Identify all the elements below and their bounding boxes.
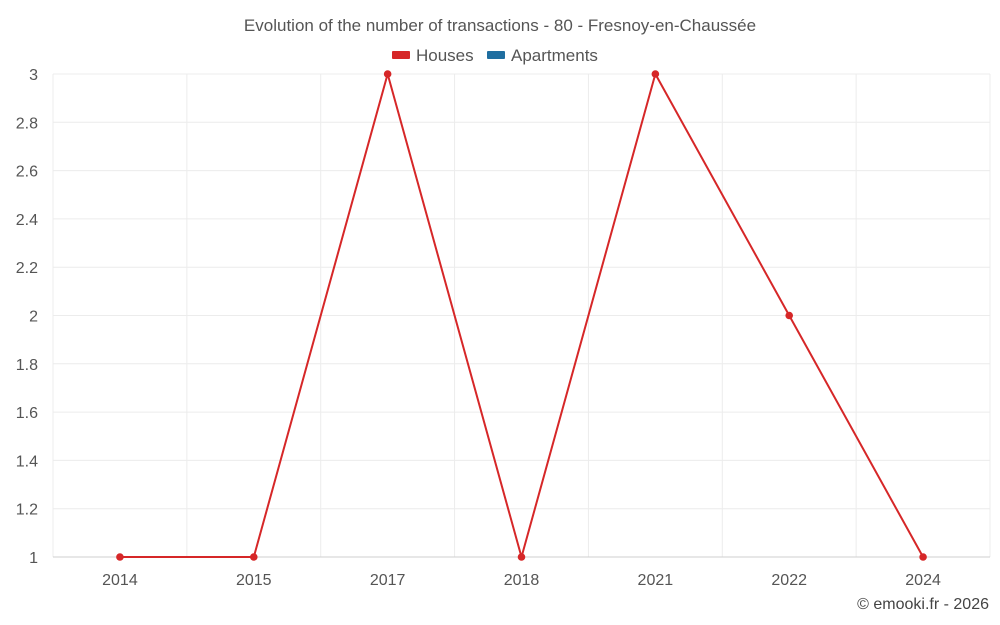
x-tick-label: 2015 <box>236 572 272 589</box>
y-axis-ticks: 1 1.2 1.4 1.6 1.8 2 2.2 2.4 2.6 2.8 3 <box>16 67 38 567</box>
y-tick-label: 1.2 <box>16 502 38 519</box>
data-point[interactable] <box>651 70 660 78</box>
data-point[interactable] <box>919 553 927 561</box>
data-point[interactable] <box>785 311 794 320</box>
legend-swatch-apartments <box>487 51 505 59</box>
data-point[interactable] <box>249 553 258 561</box>
x-tick-label: 2024 <box>905 572 941 589</box>
legend: Houses Apartments <box>392 46 598 65</box>
legend-item-apartments[interactable]: Apartments <box>487 46 598 65</box>
legend-label-houses: Houses <box>416 46 474 65</box>
x-tick-label: 2021 <box>638 572 674 589</box>
y-tick-label: 2.4 <box>16 212 38 229</box>
y-tick-label: 2.6 <box>16 164 38 181</box>
x-tick-label: 2014 <box>102 572 138 589</box>
y-tick-label: 2 <box>29 309 38 326</box>
y-tick-label: 2.2 <box>16 260 38 277</box>
legend-label-apartments: Apartments <box>511 46 598 65</box>
legend-item-houses[interactable]: Houses <box>392 46 474 65</box>
x-tick-label: 2022 <box>771 572 807 589</box>
copyright-footer: © emooki.fr - 2026 <box>857 596 989 613</box>
grid <box>52 73 991 557</box>
series-houses <box>116 70 927 561</box>
data-point[interactable] <box>116 553 124 561</box>
data-point[interactable] <box>517 553 526 561</box>
chart-title: Evolution of the number of transactions … <box>244 16 756 35</box>
y-tick-label: 3 <box>29 67 38 84</box>
x-tick-label: 2018 <box>504 572 540 589</box>
y-tick-label: 1 <box>29 550 38 567</box>
y-tick-label: 1.6 <box>16 405 38 422</box>
x-axis-ticks: 2014 2015 2017 2018 2021 2022 2024 <box>102 572 941 589</box>
legend-swatch-houses <box>392 51 410 59</box>
y-tick-label: 2.8 <box>16 115 38 132</box>
x-tick-label: 2017 <box>370 572 406 589</box>
y-tick-label: 1.4 <box>16 453 38 470</box>
y-tick-label: 1.8 <box>16 357 38 374</box>
data-point[interactable] <box>383 70 392 78</box>
